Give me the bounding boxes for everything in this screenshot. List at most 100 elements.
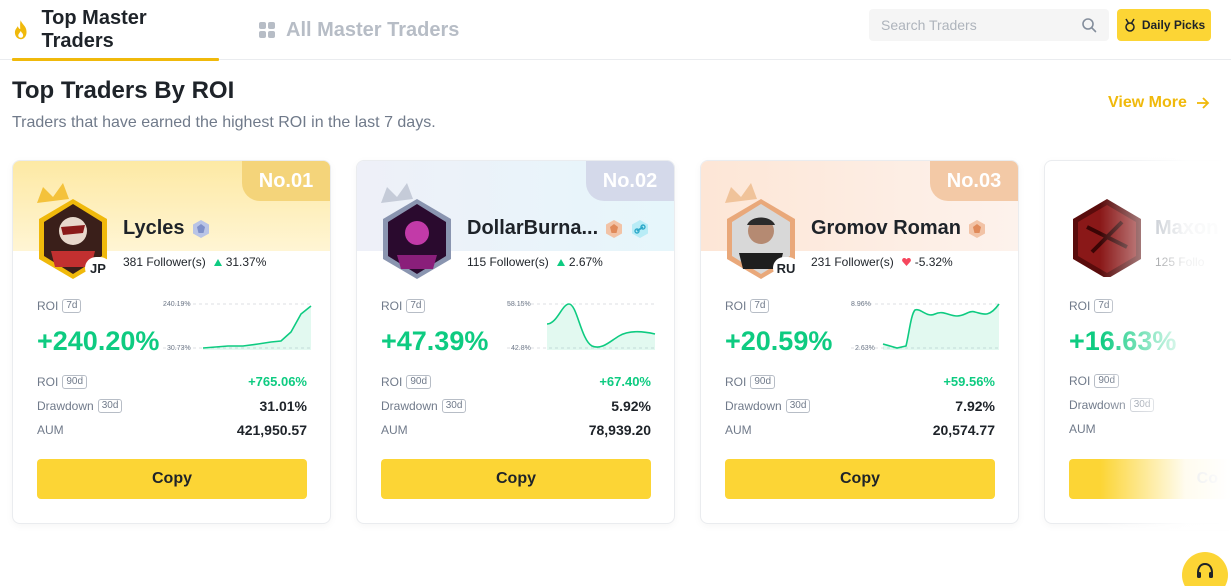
bronze-badge-icon: [606, 219, 623, 238]
search-icon[interactable]: [1081, 17, 1097, 33]
aum-value: 421,950.57: [236, 422, 307, 438]
roi-7d-label: ROI 7d: [381, 299, 426, 313]
roi-7d-value: +20.59%: [725, 326, 833, 356]
drawdown-label: Drawdown 30d: [381, 399, 467, 413]
trader-card[interactable]: No.02 DollarBurna... 115 Follower(s) 2.6…: [356, 160, 675, 524]
aum-value: 20,574.77: [932, 422, 995, 438]
follower-count: 231 Follower(s): [811, 255, 894, 269]
trader-name-row: Lycles: [123, 217, 211, 240]
bronze-badge-icon: [969, 219, 986, 238]
trader-name[interactable]: Gromov Roman: [811, 217, 962, 239]
trader-card[interactable]: No.01 JP Lycles 381 Follower(s) 31.37% R…: [12, 160, 331, 524]
period-tag: 90d: [406, 374, 432, 389]
copy-button[interactable]: Copy: [725, 459, 995, 499]
roi-90d-row: ROI 90d +59.56%: [725, 374, 995, 389]
aum-value: 78,939.20: [588, 422, 651, 438]
daily-picks-button[interactable]: Daily Picks: [1117, 9, 1211, 41]
roi-label: ROI: [1069, 374, 1091, 388]
period-tag: 30d: [97, 399, 123, 413]
search-box: [869, 9, 1109, 41]
tab-all-label: All Master Traders: [286, 18, 460, 41]
headset-icon: [1197, 562, 1213, 578]
roi-7d-value: +16.63%: [1069, 326, 1177, 356]
country-badge: RU: [773, 257, 799, 279]
trader-card[interactable]: Maxon 125 Follo ROI 7d +16.63% ROI 90d Dra…: [1044, 160, 1231, 524]
sparkline-max-label: 240.19%: [163, 301, 191, 308]
period-tag: 30d: [785, 399, 811, 413]
drawdown-row: Drawdown 30d 7.92%: [725, 398, 995, 414]
avatar[interactable]: RU: [721, 181, 801, 281]
drawdown-value: 5.92%: [611, 398, 651, 414]
period-tag: 7d: [406, 299, 426, 313]
period-tag: 90d: [1094, 374, 1120, 388]
drawdown-value: 31.01%: [259, 398, 307, 414]
drawdown-label: Drawdown 30d: [725, 399, 811, 413]
section-subtitle: Traders that have earned the highest ROI…: [12, 114, 436, 131]
roi-label: ROI: [37, 374, 59, 389]
follower-stats: 381 Follower(s) 31.37%: [123, 255, 266, 269]
roi-90d-value: +765.06%: [248, 374, 307, 389]
roi-7d-label: ROI 7d: [37, 299, 82, 313]
aum-label: AUM: [1069, 422, 1096, 436]
roi-90d-row: ROI 90d: [1069, 374, 1219, 388]
avatar[interactable]: [1067, 197, 1147, 297]
heart-icon: [901, 258, 911, 266]
link-badge-icon: [632, 219, 649, 238]
trader-name[interactable]: Maxon: [1155, 217, 1219, 239]
avatar[interactable]: JP: [33, 181, 113, 281]
roi-90d-value: +67.40%: [599, 374, 651, 389]
aum-label: AUM: [37, 423, 64, 437]
period-tag: 7d: [62, 299, 82, 313]
arrow-right-icon: [1196, 97, 1210, 109]
trader-name-row: Gromov Roman: [811, 217, 987, 240]
avatar-icon: [1073, 199, 1141, 277]
drawdown-label: Drawdown 30d: [37, 399, 123, 413]
follower-change: 2.67%: [568, 255, 603, 269]
period-tag: 7d: [1094, 299, 1114, 313]
trader-name[interactable]: Lycles: [123, 217, 185, 239]
aum-row: AUM: [1069, 422, 1219, 436]
drawdown-label: Drawdown 30d: [1069, 398, 1155, 412]
support-chat-button[interactable]: [1182, 552, 1228, 586]
drawdown-row: Drawdown 30d: [1069, 398, 1219, 412]
drawdown-text: Drawdown: [37, 399, 94, 413]
avatar[interactable]: [377, 181, 457, 281]
search-input[interactable]: [881, 17, 1081, 33]
medal-icon: [1125, 18, 1135, 32]
follower-change: 31.37%: [225, 255, 267, 269]
sparkline-min-label: 42.8%: [511, 345, 531, 352]
roi-90d-label: ROI 90d: [725, 374, 776, 389]
aum-row: AUM 421,950.57: [37, 422, 307, 438]
grid-icon: [259, 22, 275, 38]
copy-button[interactable]: Co: [1069, 459, 1231, 499]
drawdown-row: Drawdown 30d 31.01%: [37, 398, 307, 414]
aum-label: AUM: [381, 423, 408, 437]
trader-name-row: Maxon: [1155, 217, 1218, 240]
tab-top-master-traders[interactable]: Top Master Traders: [12, 0, 219, 61]
copy-button[interactable]: Copy: [381, 459, 651, 499]
copy-button[interactable]: Copy: [37, 459, 307, 499]
daily-picks-label: Daily Picks: [1141, 18, 1206, 32]
sparkline-min-label: 30.73%: [167, 345, 191, 352]
section-title: Top Traders By ROI: [12, 77, 235, 104]
aum-label: AUM: [725, 423, 752, 437]
roi-7d-label: ROI 7d: [725, 299, 770, 313]
view-more-link[interactable]: View More: [1108, 94, 1210, 112]
tab-all-master-traders[interactable]: All Master Traders: [259, 0, 459, 60]
country-badge: JP: [85, 257, 111, 279]
roi-sparkline: [163, 303, 313, 350]
period-tag: 30d: [1129, 398, 1155, 412]
roi-90d-label: ROI 90d: [1069, 374, 1120, 388]
follower-count: 381 Follower(s): [123, 255, 206, 269]
period-tag: 90d: [750, 374, 776, 389]
roi-label: ROI: [725, 374, 747, 389]
roi-90d-row: ROI 90d +765.06%: [37, 374, 307, 389]
trader-name[interactable]: DollarBurna...: [467, 217, 599, 239]
period-tag: 30d: [441, 399, 467, 413]
roi-label: ROI: [1069, 299, 1091, 313]
roi-7d-value: +240.20%: [37, 326, 160, 356]
rank-badge: No.02: [586, 161, 674, 201]
drawdown-text: Drawdown: [381, 399, 438, 413]
follower-count: 115 Follower(s): [467, 255, 549, 269]
trader-card[interactable]: No.03 RU Gromov Roman 231 Follower(s) -5…: [700, 160, 1019, 524]
